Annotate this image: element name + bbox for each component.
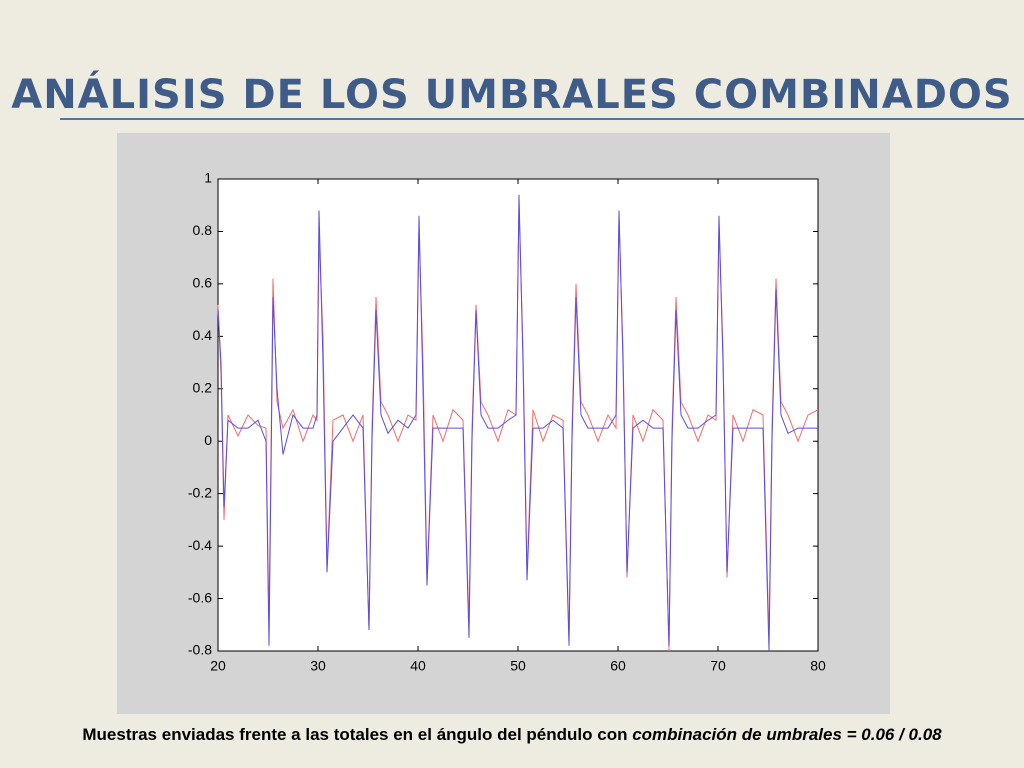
y-tick-label: -0.4 [188,537,212,553]
x-tick-label: 20 [210,658,226,674]
x-tick-label: 30 [310,658,326,674]
y-tick-label: 0.2 [193,379,213,395]
y-tick-label: -0.6 [188,589,212,605]
caption: Muestras enviadas frente a las totales e… [0,725,1024,745]
x-tick-label: 80 [810,658,826,674]
title-rule [60,118,1024,120]
series-line [217,194,818,652]
y-tick-label: 1 [204,170,212,186]
y-tick-label: 0.6 [193,275,213,291]
x-tick-label: 40 [410,658,426,674]
y-tick-label: -0.2 [188,484,212,500]
caption-text: Muestras enviadas frente a las totales e… [82,725,633,744]
y-tick-label: 0.8 [193,222,213,238]
slide-title: ANÁLISIS DE LOS UMBRALES COMBINADOS [11,72,1013,118]
caption-emphasis: combinación de umbrales = 0.06 / 0.08 [632,725,942,744]
y-tick-label: 0 [204,432,212,448]
y-tick-label: -0.8 [188,642,212,658]
chart: -0.8 -0.6 -0.4 -0.2 0 0.2 0.4 0.6 0.8 1 20 30 40 50 60… [117,133,890,714]
x-tick-label: 70 [710,658,726,674]
x-tick-label: 50 [510,658,526,674]
y-tick-label: 0.4 [193,327,213,343]
x-tick-label: 60 [610,658,626,674]
